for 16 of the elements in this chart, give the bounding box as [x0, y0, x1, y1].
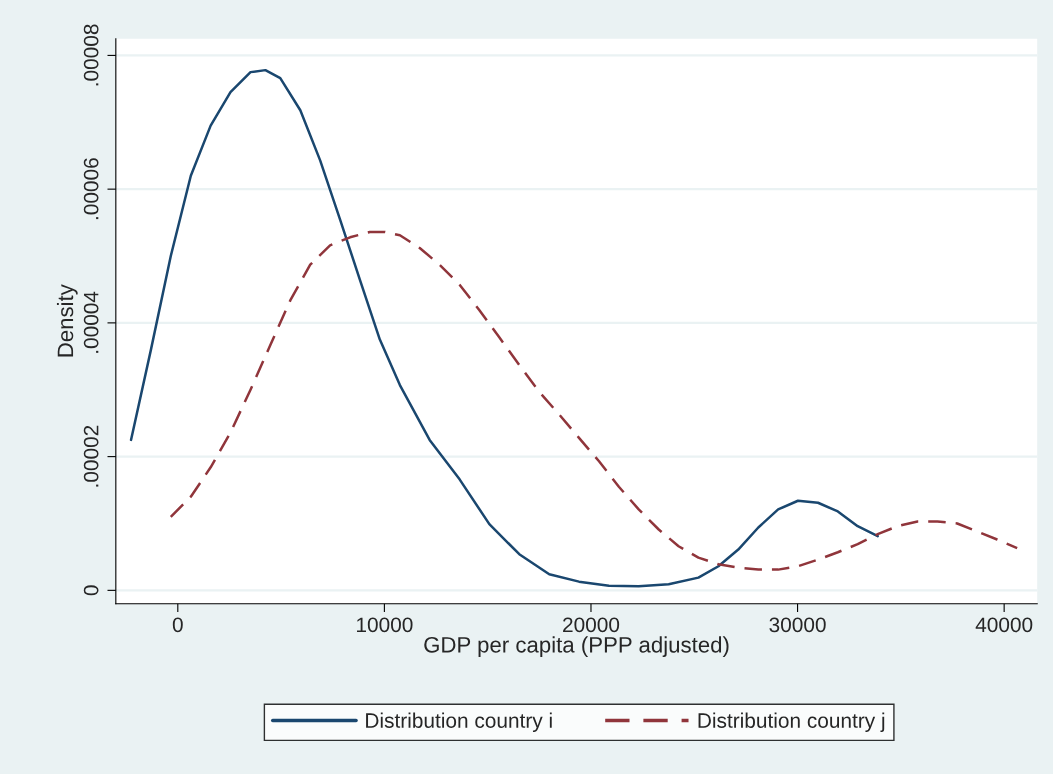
- y-tick-label: .00002: [83, 425, 99, 487]
- line-series: [169, 230, 1019, 571]
- y-tick-label: .00008: [83, 24, 99, 86]
- y-axis-title: Density: [56, 284, 78, 357]
- x-tick-label: 10000: [357, 617, 413, 633]
- legend-label: Distribution country j: [698, 712, 885, 733]
- x-tick-label: 30000: [769, 617, 826, 633]
- x-tick-label: 20000: [563, 617, 620, 633]
- x-tick-label: 40000: [975, 617, 1033, 633]
- y-tick-label: .00006: [83, 158, 99, 220]
- legend-label: Distribution country i: [366, 712, 552, 733]
- x-tick-label: 0: [172, 617, 183, 633]
- line-series: [129, 68, 879, 588]
- x-axis-title: GDP per capita (PPP adjusted): [424, 636, 729, 658]
- y-tick-label: .00004: [83, 291, 99, 353]
- y-tick-label: 0: [83, 585, 99, 596]
